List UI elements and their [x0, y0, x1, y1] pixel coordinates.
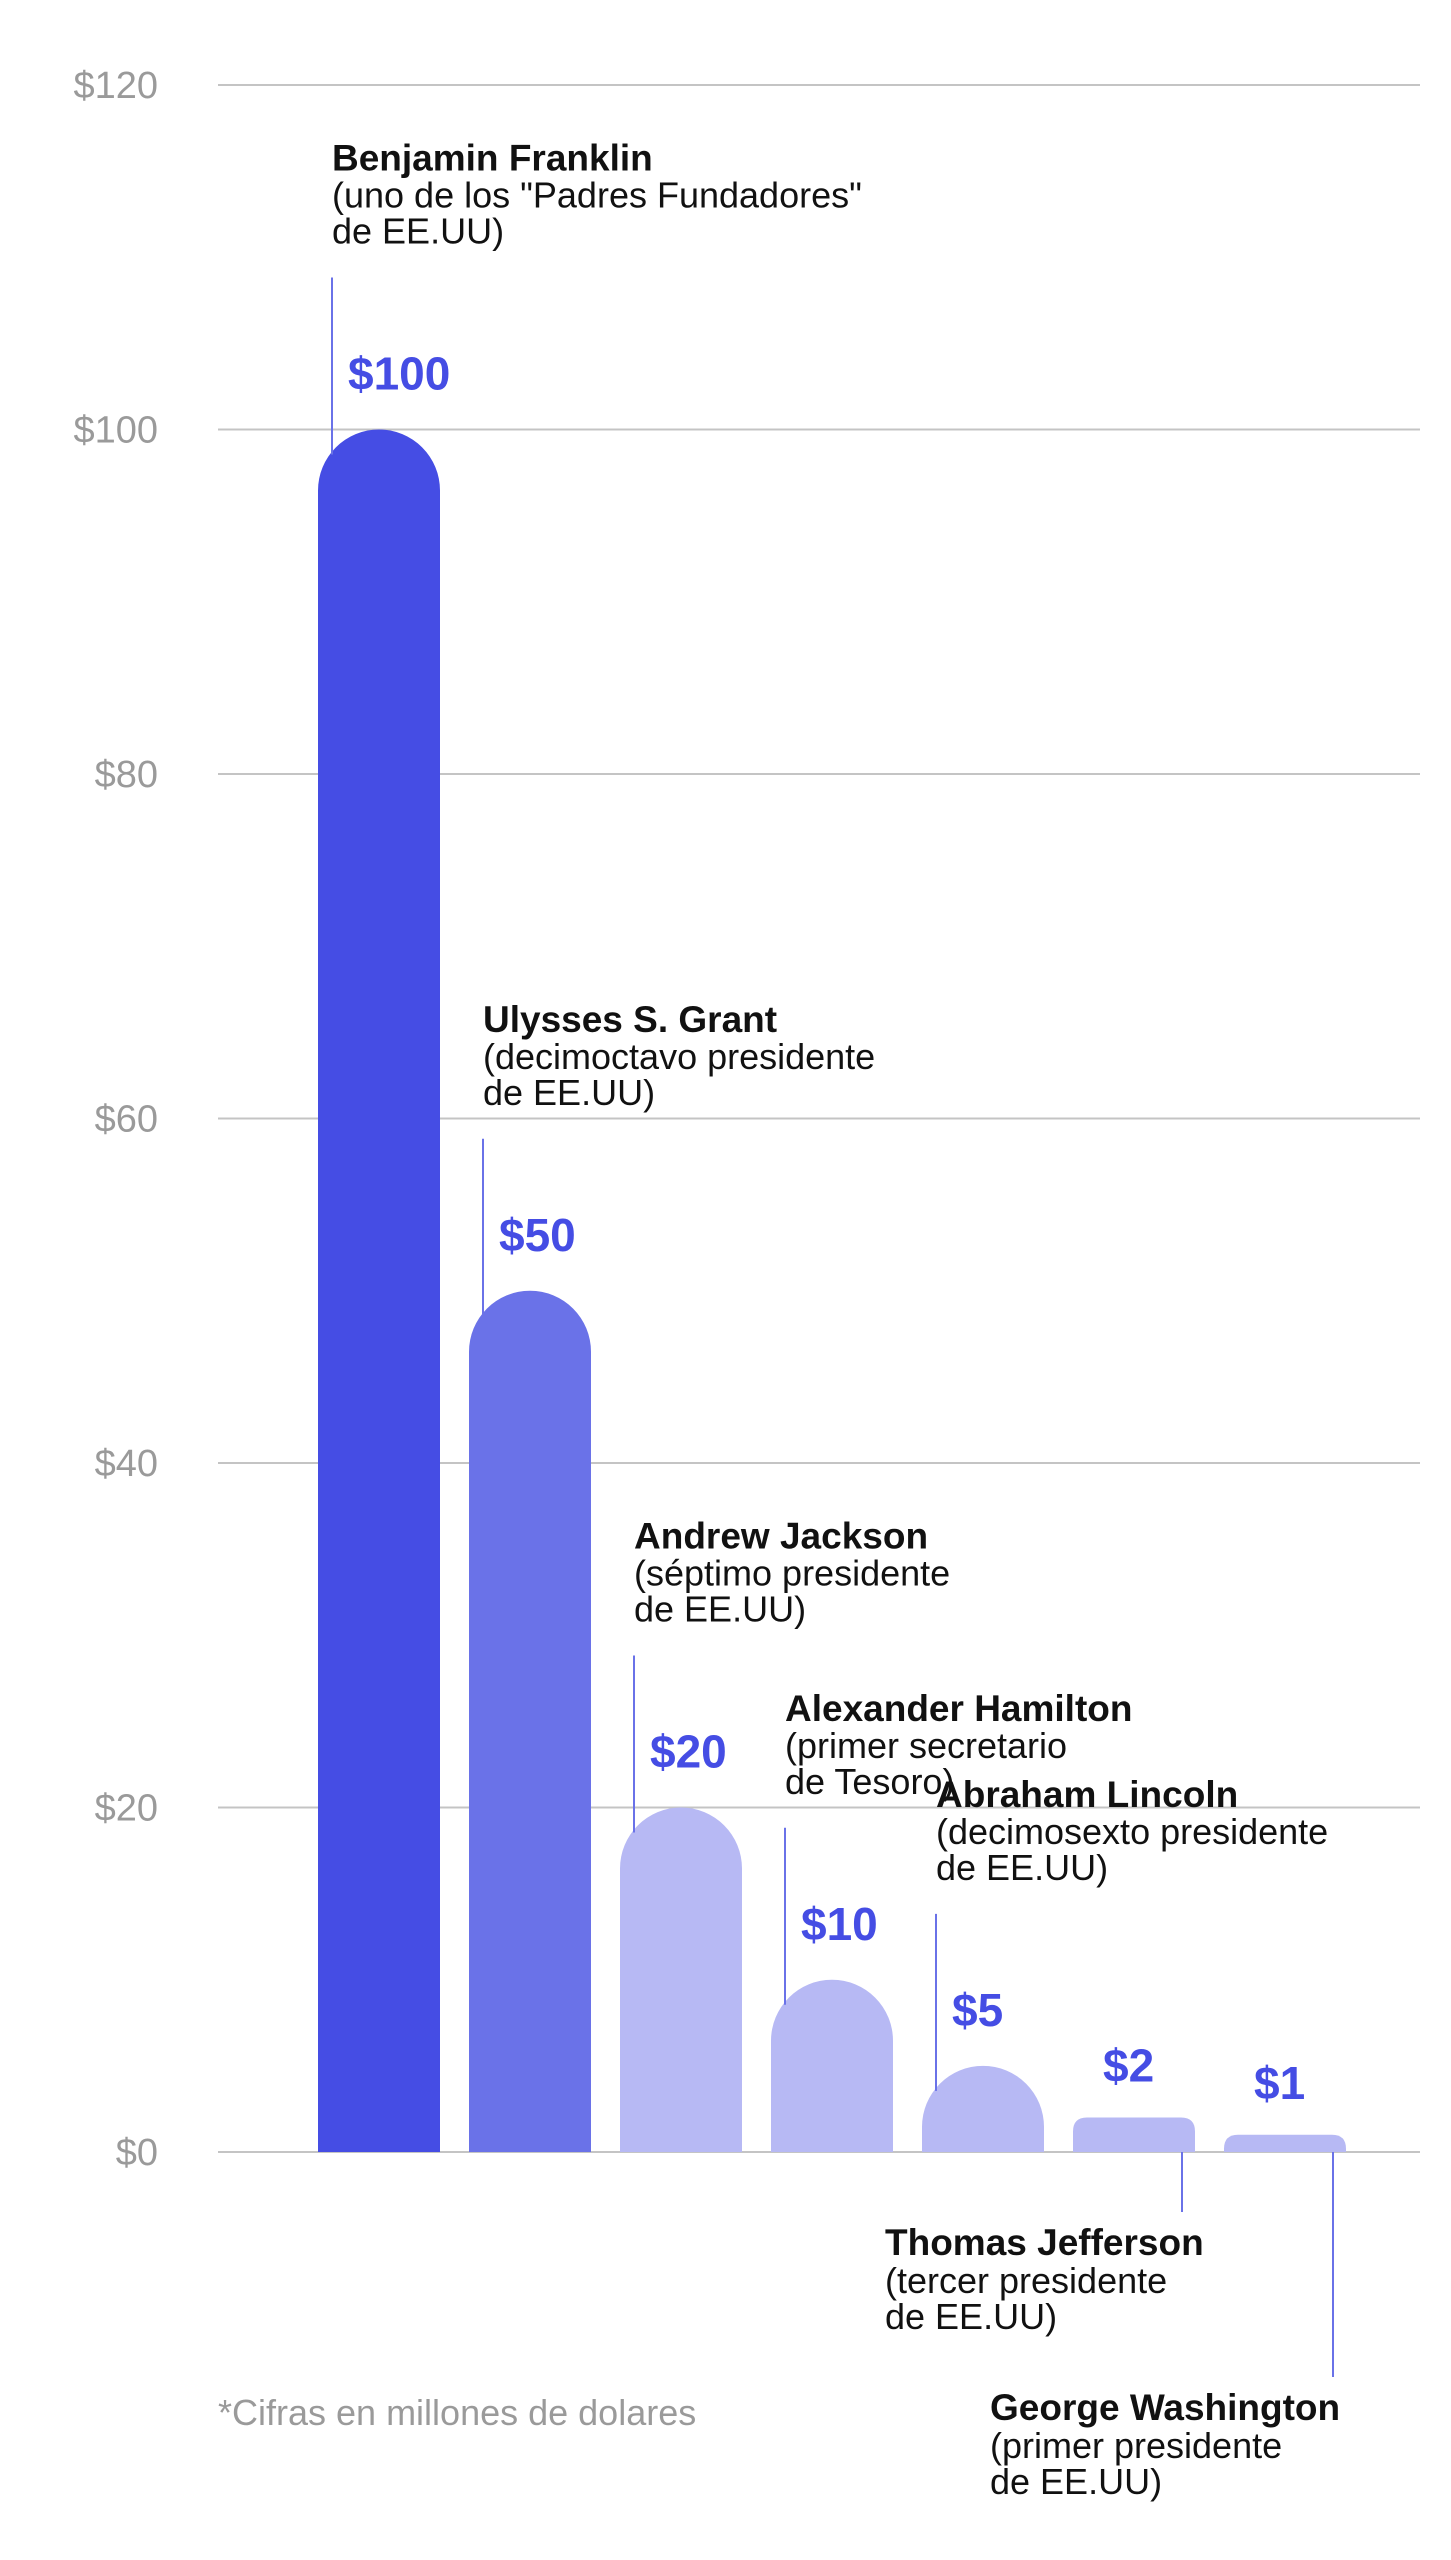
y-tick-label: $20 — [95, 1788, 158, 1830]
value-label: $10 — [801, 1898, 878, 1950]
bar-desc-label: (decimoctavo presidente — [483, 1036, 875, 1077]
bar-desc-label: de Tesoro) — [785, 1761, 954, 1802]
bar — [469, 1290, 591, 2152]
bar-desc-label: de EE.UU) — [483, 1072, 655, 1113]
y-tick-label: $120 — [73, 65, 158, 107]
value-label: $2 — [1103, 2040, 1154, 2092]
bar-desc-label: (uno de los "Padres Fundadores" — [332, 175, 862, 216]
bar-desc-label: de EE.UU) — [332, 211, 504, 252]
bar-desc-label: de EE.UU) — [936, 1847, 1108, 1888]
bar-desc-label: (primer presidente — [990, 2425, 1282, 2466]
value-label: $50 — [499, 1209, 576, 1261]
bar — [1073, 2117, 1195, 2152]
bar-desc-label: (tercer presidente — [885, 2260, 1167, 2301]
bar-name-label: Ulysses S. Grant — [483, 999, 777, 1040]
bar-name-label: Andrew Jackson — [634, 1516, 928, 1557]
bar-desc-label: (primer secretario — [785, 1725, 1067, 1766]
bar — [771, 1979, 893, 2152]
bar-name-label: Benjamin Franklin — [332, 138, 653, 179]
y-tick-label: $0 — [116, 2132, 158, 2174]
bar-name-label: Abraham Lincoln — [936, 1774, 1238, 1815]
bar-name-label: George Washington — [990, 2387, 1340, 2428]
y-tick-label: $40 — [95, 1443, 158, 1485]
bar-desc-label: (decimosexto presidente — [936, 1811, 1328, 1852]
bar-name-label: Alexander Hamilton — [785, 1688, 1132, 1729]
label-layer: $100 Benjamin Franklin(uno de los "Padres… — [331, 138, 1340, 2502]
value-label: $1 — [1254, 2057, 1305, 2109]
bar-name-label: Thomas Jefferson — [885, 2222, 1204, 2263]
bar-desc-label: de EE.UU) — [885, 2296, 1057, 2337]
bar — [922, 2065, 1044, 2152]
value-label: $100 — [348, 348, 450, 400]
value-label: $5 — [952, 1984, 1003, 2036]
y-tick-label: $100 — [73, 410, 158, 452]
y-tick-label: $60 — [95, 1099, 158, 1141]
grid-layer: $0 $20 $40 $60 $80 $100 $120 — [73, 65, 1420, 2174]
bar-desc-label: de EE.UU) — [634, 1589, 806, 1630]
bar — [318, 429, 440, 2152]
y-tick-label: $80 — [95, 754, 158, 796]
footnote: *Cifras en millones de dolares — [218, 2392, 696, 2433]
bar-layer — [318, 429, 1346, 2152]
bar-desc-label: (séptimo presidente — [634, 1553, 950, 1594]
value-label: $20 — [650, 1726, 727, 1778]
bar — [1224, 2134, 1346, 2152]
bar — [620, 1807, 742, 2152]
bar-desc-label: de EE.UU) — [990, 2461, 1162, 2502]
